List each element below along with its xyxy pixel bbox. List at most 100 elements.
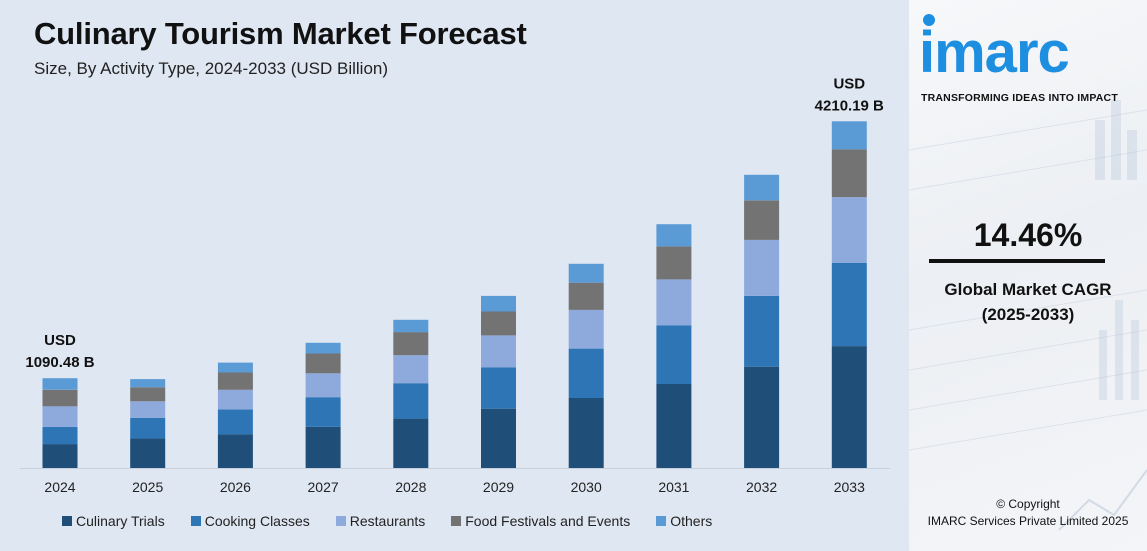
bar-segment-food-festivals-and-events-2028 — [393, 332, 429, 356]
background-chart-decoration — [909, 100, 1147, 531]
cagr-caption: Global Market CAGR (2025-2033) — [909, 277, 1147, 327]
bar-segment-restaurants-2027 — [305, 373, 341, 398]
brand-tagline: TRANSFORMING IDEAS INTO IMPACT — [921, 92, 1118, 104]
bar-segment-food-festivals-and-events-2031 — [656, 246, 692, 280]
bar-segment-restaurants-2032 — [744, 239, 780, 296]
legend-swatch-food-festivals-and-events — [451, 516, 462, 526]
chart-title: Culinary Tourism Market Forecast — [34, 16, 527, 51]
x-tick-label-2028: 2028 — [395, 479, 426, 495]
start-total-value: 1090.48 B — [25, 354, 94, 371]
bar-group — [42, 121, 867, 468]
bar-segment-culinary-trials-2032 — [744, 366, 780, 468]
legend-label-others: Others — [670, 513, 713, 529]
bar-segment-cooking-classes-2028 — [393, 383, 429, 419]
bar-segment-restaurants-2029 — [481, 335, 516, 368]
cagr-label: Global Market CAGR — [944, 280, 1112, 299]
bar-segment-restaurants-2025 — [130, 401, 166, 418]
bar-segment-others-2031 — [656, 224, 692, 247]
bar-segment-others-2026 — [217, 362, 253, 373]
x-tick-label-2026: 2026 — [220, 479, 251, 495]
legend-item-others: Others — [656, 513, 712, 529]
legend-swatch-culinary-trials — [62, 516, 72, 526]
bar-segment-restaurants-2028 — [393, 355, 429, 384]
bar-segment-culinary-trials-2033 — [831, 346, 867, 468]
bar-segment-others-2033 — [831, 121, 867, 150]
bar-segment-restaurants-2033 — [831, 197, 867, 263]
bar-segment-cooking-classes-2029 — [481, 367, 516, 409]
legend-swatch-restaurants — [335, 516, 346, 526]
bar-segment-others-2032 — [744, 174, 780, 201]
bar-segment-food-festivals-and-events-2027 — [305, 353, 341, 374]
bar-segment-food-festivals-and-events-2024 — [42, 389, 78, 407]
legend-swatch-cooking-classes — [190, 516, 201, 526]
bar-segment-culinary-trials-2028 — [393, 418, 429, 468]
x-tick-label-2032: 2032 — [746, 479, 777, 495]
bar-segment-cooking-classes-2031 — [656, 325, 692, 384]
bar-segment-cooking-classes-2026 — [217, 409, 253, 435]
bar-segment-others-2027 — [305, 342, 341, 354]
legend-label-cooking-classes: Cooking Classes — [204, 513, 310, 529]
x-tick-label-2029: 2029 — [483, 479, 514, 495]
bar-segment-food-festivals-and-events-2025 — [130, 387, 166, 402]
chart-legend: Culinary Trials Cooking Classes Restaurant… — [62, 513, 738, 529]
end-total-value: 4210.19 B — [815, 97, 884, 114]
bar-segment-culinary-trials-2027 — [305, 426, 341, 468]
x-tick-label-2024: 2024 — [44, 479, 75, 495]
bar-segment-others-2029 — [481, 295, 516, 312]
bar-segment-restaurants-2024 — [42, 406, 78, 427]
bar-segment-cooking-classes-2024 — [42, 426, 78, 445]
bar-segment-cooking-classes-2032 — [744, 295, 780, 367]
stacked-bar-plot: 2024 2025 2026 2027 2028 2029 2030 2031 2032 2033… — [20, 75, 890, 495]
bar-segment-cooking-classes-2027 — [305, 397, 341, 427]
legend-item-cooking-classes: Cooking Classes — [190, 513, 310, 529]
legend-label-restaurants: Restaurants — [349, 513, 426, 529]
bar-segment-others-2024 — [42, 378, 78, 390]
bar-segment-food-festivals-and-events-2030 — [568, 282, 604, 310]
legend-item-culinary-trials: Culinary Trials — [62, 513, 165, 529]
bar-segment-restaurants-2031 — [656, 279, 692, 326]
bar-segment-others-2025 — [130, 379, 166, 388]
copyright-notice: © Copyright IMARC Services Private Limit… — [909, 496, 1147, 530]
bar-segment-food-festivals-and-events-2029 — [481, 311, 516, 336]
start-total-unit: USD — [44, 332, 76, 349]
bar-segment-food-festivals-and-events-2026 — [217, 372, 253, 390]
bar-segment-food-festivals-and-events-2032 — [744, 200, 780, 240]
brand-panel: imarc TRANSFORMING IDEAS INTO IMPACT 14.… — [909, 0, 1147, 551]
bar-segment-others-2028 — [393, 319, 429, 333]
copyright-line: © Copyright — [996, 497, 1060, 511]
legend-label-food-festivals-and-events: Food Festivals and Events — [465, 513, 631, 529]
legend-label-culinary-trials: Culinary Trials — [76, 513, 165, 529]
bar-segment-culinary-trials-2026 — [217, 434, 253, 468]
legend-swatch-others — [656, 516, 667, 526]
copyright-company: IMARC Services Private Limited 2025 — [927, 514, 1129, 528]
cagr-value: 14.46% — [973, 217, 1083, 253]
bar-segment-cooking-classes-2033 — [831, 262, 867, 347]
x-tick-labels: 2024 2025 2026 2027 2028 2029 2030 2031 2032 2033 — [44, 479, 865, 495]
x-tick-label-2025: 2025 — [132, 479, 163, 495]
x-tick-label-2027: 2027 — [308, 479, 339, 495]
bar-segment-culinary-trials-2029 — [481, 408, 516, 468]
legend-item-food-festivals-and-events: Food Festivals and Events — [451, 513, 630, 529]
imarc-logo: imarc — [919, 20, 1070, 85]
bar-segment-culinary-trials-2024 — [42, 444, 78, 468]
bar-segment-others-2030 — [568, 263, 604, 283]
bar-segment-cooking-classes-2025 — [130, 417, 166, 439]
legend-item-restaurants: Restaurants — [335, 513, 426, 529]
bar-segment-culinary-trials-2030 — [568, 398, 604, 468]
bar-segment-culinary-trials-2031 — [656, 384, 692, 468]
x-tick-label-2030: 2030 — [571, 479, 602, 495]
bar-segment-restaurants-2030 — [568, 309, 604, 349]
bar-segment-culinary-trials-2025 — [130, 438, 166, 468]
cagr-divider — [929, 259, 1105, 263]
x-tick-label-2031: 2031 — [658, 479, 689, 495]
logo-dot — [923, 14, 935, 26]
chart-subtitle: Size, By Activity Type, 2024-2033 (USD B… — [34, 59, 389, 78]
bar-segment-cooking-classes-2030 — [568, 348, 604, 398]
x-tick-label-2033: 2033 — [834, 479, 865, 495]
cagr-period: (2025-2033) — [981, 305, 1075, 324]
chart-panel: Culinary Tourism Market Forecast Size, B… — [0, 0, 909, 551]
bar-segment-food-festivals-and-events-2033 — [831, 149, 867, 198]
bar-segment-restaurants-2026 — [217, 389, 253, 410]
end-total-unit: USD — [833, 75, 865, 92]
